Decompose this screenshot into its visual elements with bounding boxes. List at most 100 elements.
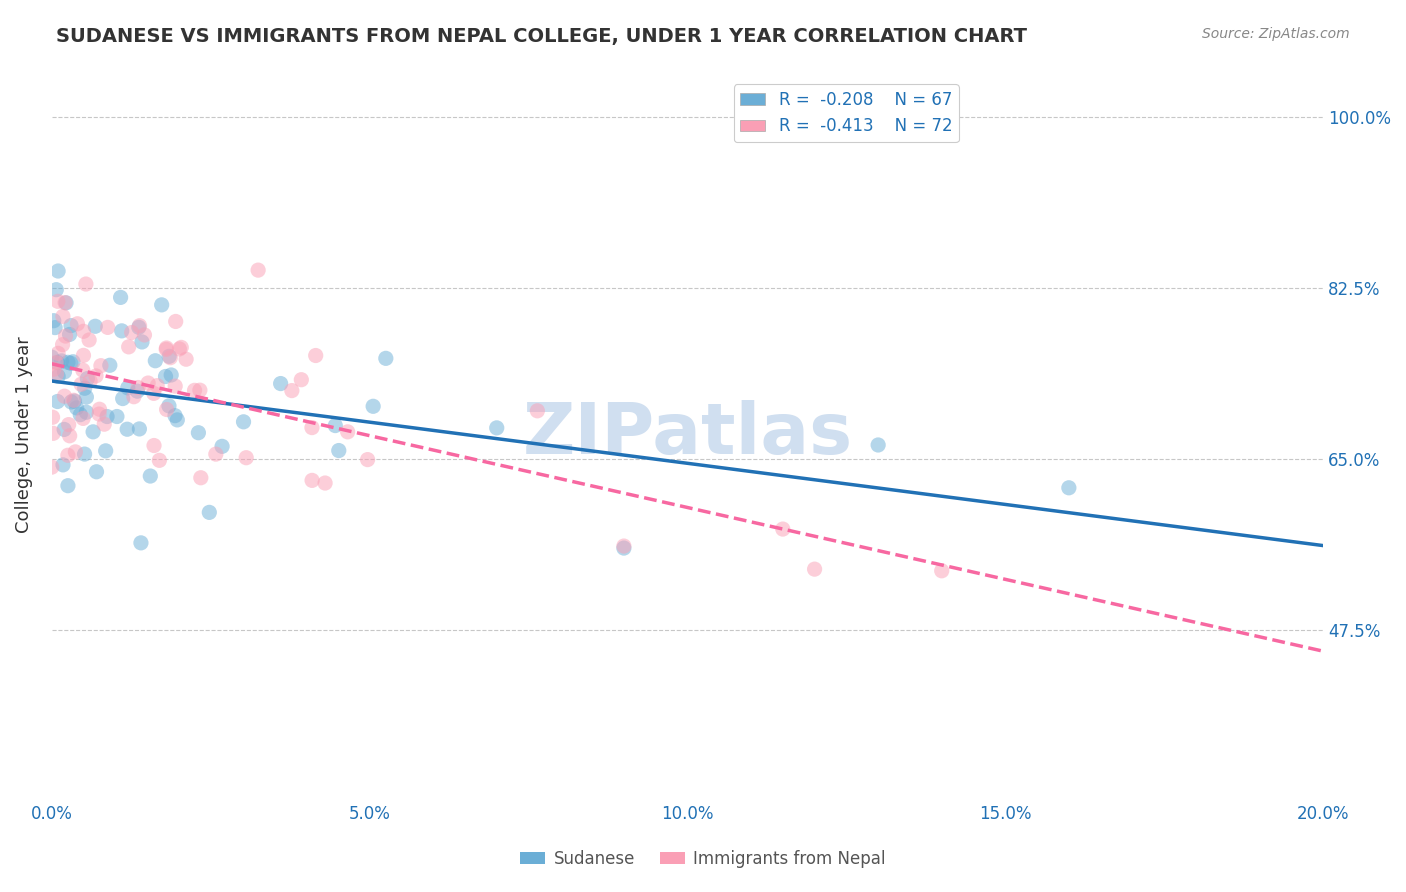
- Point: [314, 476, 336, 491]
- Point: [41, 350, 63, 364]
- Point: [65, 445, 87, 459]
- Point: [336, 425, 359, 439]
- Point: [53, 389, 76, 403]
- Point: [211, 439, 233, 453]
- Point: [52, 458, 75, 472]
- Point: [82, 425, 104, 439]
- Point: [45, 283, 67, 297]
- Point: [305, 349, 328, 363]
- Point: [89, 407, 111, 421]
- Point: [131, 334, 153, 349]
- Point: [232, 415, 254, 429]
- Point: [143, 353, 166, 368]
- Point: [374, 351, 396, 366]
- Point: [55, 295, 77, 310]
- Point: [868, 438, 890, 452]
- Text: SUDANESE VS IMMIGRANTS FROM NEPAL COLLEGE, UNDER 1 YEAR CORRELATION CHART: SUDANESE VS IMMIGRANTS FROM NEPAL COLLEG…: [56, 27, 1028, 45]
- Point: [46, 264, 69, 278]
- Point: [301, 420, 323, 434]
- Point: [89, 402, 111, 417]
- Point: [110, 290, 132, 304]
- Point: [142, 386, 165, 401]
- Point: [90, 359, 112, 373]
- Point: [281, 384, 304, 398]
- Point: [128, 320, 150, 334]
- Point: [169, 342, 191, 356]
- Point: [72, 363, 94, 377]
- Point: [328, 443, 350, 458]
- Point: [56, 355, 79, 369]
- Point: [159, 351, 181, 365]
- Point: [70, 377, 93, 392]
- Point: [59, 356, 82, 370]
- Point: [139, 469, 162, 483]
- Point: [166, 413, 188, 427]
- Point: [931, 564, 953, 578]
- Point: [361, 399, 384, 413]
- Point: [75, 405, 97, 419]
- Point: [190, 471, 212, 485]
- Point: [146, 378, 169, 392]
- Point: [58, 327, 80, 342]
- Point: [59, 429, 82, 443]
- Point: [118, 340, 141, 354]
- Point: [69, 408, 91, 422]
- Point: [86, 465, 108, 479]
- Point: [41, 410, 63, 425]
- Point: [79, 374, 101, 388]
- Point: [117, 381, 139, 395]
- Point: [170, 340, 193, 354]
- Point: [301, 474, 323, 488]
- Point: [96, 409, 118, 424]
- Point: [52, 310, 75, 324]
- Point: [60, 395, 83, 409]
- Point: [41, 460, 63, 475]
- Point: [51, 354, 73, 368]
- Point: [803, 562, 825, 576]
- Point: [121, 326, 143, 340]
- Point: [134, 327, 156, 342]
- Point: [127, 384, 149, 399]
- Point: [128, 318, 150, 333]
- Point: [235, 450, 257, 465]
- Text: Source: ZipAtlas.com: Source: ZipAtlas.com: [1202, 27, 1350, 41]
- Point: [323, 418, 346, 433]
- Point: [526, 404, 548, 418]
- Point: [44, 320, 66, 334]
- Point: [160, 368, 183, 382]
- Point: [46, 346, 69, 360]
- Point: [157, 399, 180, 413]
- Point: [198, 505, 221, 519]
- Point: [75, 390, 97, 404]
- Point: [42, 426, 65, 441]
- Point: [72, 411, 94, 425]
- Point: [290, 373, 312, 387]
- Point: [148, 453, 170, 467]
- Point: [46, 369, 69, 384]
- Point: [66, 401, 89, 415]
- Point: [94, 443, 117, 458]
- Point: [73, 381, 96, 395]
- Point: [98, 358, 121, 372]
- Point: [105, 409, 128, 424]
- Y-axis label: College, Under 1 year: College, Under 1 year: [15, 336, 32, 533]
- Point: [53, 422, 76, 436]
- Point: [46, 394, 69, 409]
- Point: [93, 417, 115, 432]
- Point: [155, 343, 177, 357]
- Point: [165, 379, 187, 393]
- Point: [129, 536, 152, 550]
- Legend: R =  -0.208    N = 67, R =  -0.413    N = 72: R = -0.208 N = 67, R = -0.413 N = 72: [734, 84, 959, 142]
- Point: [127, 380, 149, 394]
- Point: [613, 539, 636, 553]
- Point: [97, 320, 120, 334]
- Point: [183, 384, 205, 398]
- Text: ZIPatlas: ZIPatlas: [523, 401, 852, 469]
- Point: [46, 355, 69, 369]
- Point: [157, 349, 180, 363]
- Point: [42, 314, 65, 328]
- Point: [188, 383, 211, 397]
- Point: [62, 393, 84, 408]
- Point: [136, 376, 159, 390]
- Point: [63, 394, 86, 409]
